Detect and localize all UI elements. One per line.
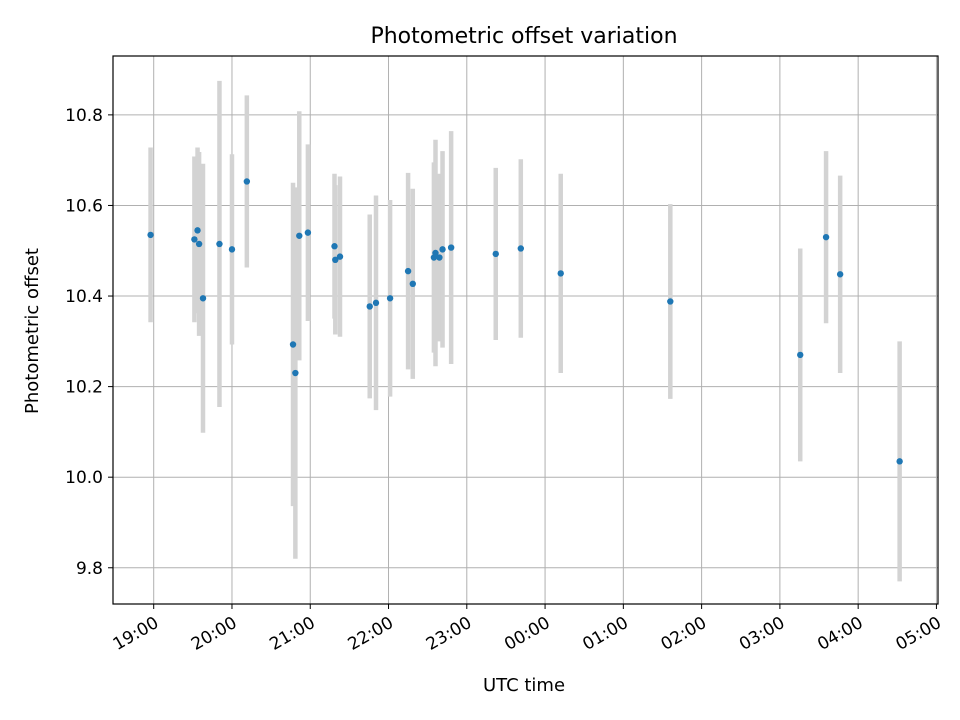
data-point: [191, 236, 198, 243]
data-point: [557, 270, 564, 277]
data-point: [372, 299, 380, 307]
data-point: [216, 240, 223, 248]
x-tick-label: 05:00: [892, 613, 944, 655]
x-tick-label: 21:00: [266, 613, 318, 655]
grid-lines: [113, 56, 938, 604]
data-point: [447, 244, 455, 251]
data-point: [436, 254, 443, 261]
chart-title: Photometric offset variation: [370, 24, 677, 49]
data-point: [432, 249, 439, 257]
data-point: [404, 267, 412, 275]
data-point: [896, 458, 903, 465]
x-tick-label: 19:00: [110, 613, 162, 655]
data-point: [336, 253, 344, 260]
data-point: [199, 295, 207, 302]
x-tick-label: 20:00: [188, 613, 240, 655]
data-point: [228, 246, 236, 253]
data-point: [195, 240, 203, 248]
data-point: [366, 303, 373, 310]
data-point: [836, 271, 844, 278]
data-point: [332, 256, 339, 264]
data-points: [147, 178, 903, 465]
data-point: [194, 227, 201, 234]
x-tick-label: 01:00: [579, 613, 631, 655]
data-point: [797, 351, 804, 359]
y-tick-label: 10.0: [65, 468, 103, 488]
data-point: [409, 280, 416, 288]
data-point: [667, 298, 674, 305]
data-point: [492, 250, 499, 258]
data-point: [147, 231, 154, 239]
x-tick-label: 00:00: [501, 613, 553, 655]
data-point: [296, 232, 303, 239]
y-tick-label: 10.6: [65, 196, 103, 216]
x-tick-label: 23:00: [423, 613, 475, 655]
x-tick-label: 02:00: [658, 613, 710, 655]
y-axis-ticks: 9.8 10.0 10.2 10.4 10.6 10.8: [65, 106, 113, 579]
data-point: [292, 369, 299, 377]
y-tick-label: 10.4: [65, 287, 103, 307]
y-tick-label: 10.8: [65, 106, 103, 126]
y-tick-label: 9.8: [76, 559, 103, 579]
x-tick-label: 22:00: [345, 613, 397, 655]
data-point: [439, 246, 446, 253]
plot-frame: [112, 55, 939, 605]
y-tick-label: 10.2: [65, 378, 103, 398]
x-axis-label: UTC time: [483, 675, 565, 696]
x-axis-ticks: 19:00 20:00 21:00 22:00 23:00 00:00 01:00 02:00…: [110, 604, 945, 655]
data-point: [243, 178, 251, 185]
data-point: [517, 245, 525, 252]
x-tick-label: 04:00: [814, 613, 866, 655]
data-point: [304, 229, 312, 236]
x-tick-label: 03:00: [736, 613, 788, 655]
data-point: [331, 243, 338, 250]
data-point: [822, 233, 830, 241]
data-point: [289, 341, 297, 348]
data-point: [386, 295, 394, 302]
error-bars: [148, 80, 902, 582]
y-axis-label: Photometric offset: [22, 248, 43, 414]
